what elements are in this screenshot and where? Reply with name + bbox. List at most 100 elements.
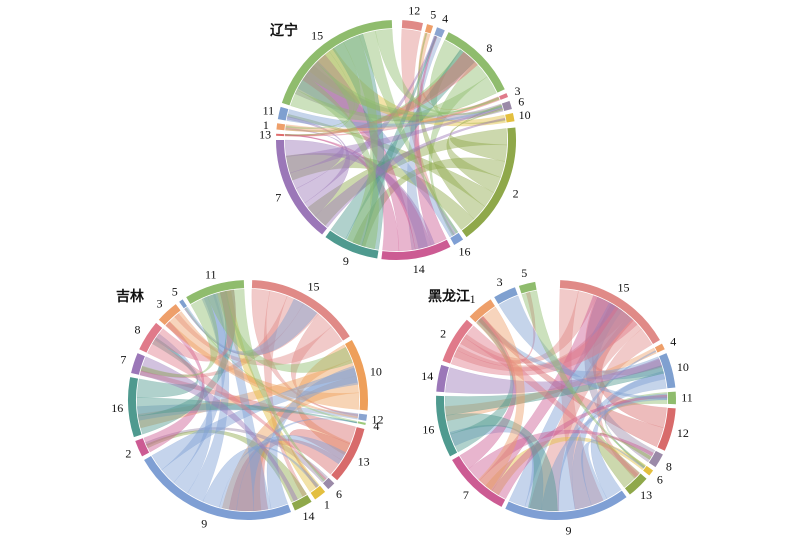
chord-ribbon (529, 315, 642, 512)
chord-ribbon (288, 429, 351, 489)
diagram-title-liaoning: 辽宁 (270, 23, 298, 39)
chord-ribbon (251, 288, 359, 417)
chord-ribbon (375, 28, 503, 115)
chord-ribbon (478, 315, 664, 448)
chord-ribbon (145, 429, 308, 503)
chord-segment-label: 7 (463, 488, 469, 502)
chord-segment-label: 11 (205, 267, 217, 281)
chord-ribbon (463, 325, 640, 478)
chord-segment-arc-9 (505, 490, 627, 520)
chord-ribbon (444, 365, 665, 416)
chord-segment-label: 3 (497, 275, 503, 289)
chord-segment-arc-2 (442, 319, 473, 364)
chord-segment-label: 15 (617, 281, 629, 295)
chord-ribbon (284, 51, 355, 136)
chord-ribbon (154, 333, 213, 494)
chord-ribbon (290, 313, 359, 416)
chord-ribbon (154, 289, 237, 362)
chord-segment-label: 12 (372, 412, 384, 426)
chord-segment-arc-7 (276, 139, 328, 235)
chord-segment-label: 12 (677, 426, 689, 440)
chord-ribbon (139, 369, 357, 445)
chord-ribbon (295, 35, 437, 204)
chord-ribbon (604, 371, 667, 468)
chord-ribbon (401, 28, 456, 236)
chord-segment-label: 11 (681, 391, 693, 405)
chord-ribbon (286, 116, 350, 217)
chord-ribbon (449, 107, 508, 162)
chord-ribbon (584, 296, 656, 463)
chord-segment-label: 15 (308, 280, 320, 294)
chord-segment-label: 15 (311, 28, 323, 42)
chord-ribbon (147, 340, 327, 481)
chord-ribbon (491, 394, 668, 500)
chord-segment-label: 7 (275, 190, 281, 204)
chord-ribbon (151, 367, 359, 471)
chord-ribbon (139, 356, 299, 502)
chord-ribbon (218, 435, 347, 511)
chord-segment-label: 1 (470, 292, 476, 306)
chord-ribbon (161, 293, 227, 483)
chord-segment-label: 5 (172, 284, 178, 298)
chord-ribbon (297, 60, 459, 238)
chord-ribbon (284, 133, 432, 250)
chord-ribbon (453, 304, 629, 372)
chord-segment-label: 16 (111, 401, 123, 415)
chord-ribbon (212, 290, 272, 512)
chord-ribbon (590, 393, 668, 499)
chord-ribbon (330, 49, 476, 240)
chord-ribbon (284, 133, 400, 252)
chord-ribbon (165, 321, 360, 410)
chord-ribbon (445, 358, 663, 394)
chord-ribbon (140, 295, 304, 379)
chord-ribbon (136, 397, 358, 424)
chord-ribbon (308, 47, 506, 127)
chord-ribbon (429, 39, 506, 125)
chord-ribbon (285, 106, 503, 174)
chord-segment-label: 14 (302, 509, 314, 523)
chord-segment-label: 2 (440, 327, 446, 341)
chord-ribbon (460, 290, 597, 364)
chord-segment-label: 3 (514, 84, 520, 98)
chord-segment-arc-5 (518, 281, 537, 294)
chord-segment-arc-12 (657, 407, 676, 451)
chord-ribbon (284, 51, 478, 137)
chord-segment-label: 6 (657, 473, 663, 487)
chord-segment-label: 10 (370, 365, 382, 379)
chord-ribbon (445, 413, 558, 512)
chord-segment-arc-12 (358, 413, 368, 421)
chord-ribbon (284, 139, 435, 249)
chord-ribbon (479, 295, 619, 491)
chord-ribbon (571, 370, 666, 510)
chord-ribbon (449, 424, 544, 511)
chord-ribbon (137, 289, 236, 435)
chord-ribbon (285, 76, 497, 133)
chord-ribbon (136, 404, 359, 421)
chord-ribbon (446, 104, 503, 193)
chord-segment-label: 14 (421, 369, 433, 383)
chord-segment-arc-13 (331, 427, 365, 481)
chord-segment-arc-7 (131, 353, 145, 375)
chord-segment-label: 5 (521, 266, 527, 280)
chord-segment-arc-10 (659, 353, 676, 389)
chord-segment-arc-15 (251, 280, 350, 341)
chord-segment-label: 8 (135, 323, 141, 337)
chord-ribbon (284, 49, 476, 137)
chord-segment-arc-9 (144, 455, 292, 520)
chord-ribbon (228, 438, 342, 512)
chord-ribbon (302, 54, 416, 252)
chord-segment-arc-14 (436, 364, 449, 393)
chord-ribbon (592, 303, 667, 429)
chord-segment-arc-8 (139, 322, 163, 353)
chord-segment-label: 9 (343, 254, 349, 268)
chord-ribbon (266, 365, 358, 509)
chord-ribbon (290, 89, 500, 122)
chord-ribbon (450, 306, 638, 376)
chord-segment-label: 14 (413, 262, 425, 276)
chord-ribbon (585, 296, 663, 376)
chord-segment-label: 10 (519, 108, 531, 122)
chord-ribbon (284, 96, 500, 137)
chord-ribbon (207, 290, 353, 373)
chord-segment-label: 10 (677, 360, 689, 374)
